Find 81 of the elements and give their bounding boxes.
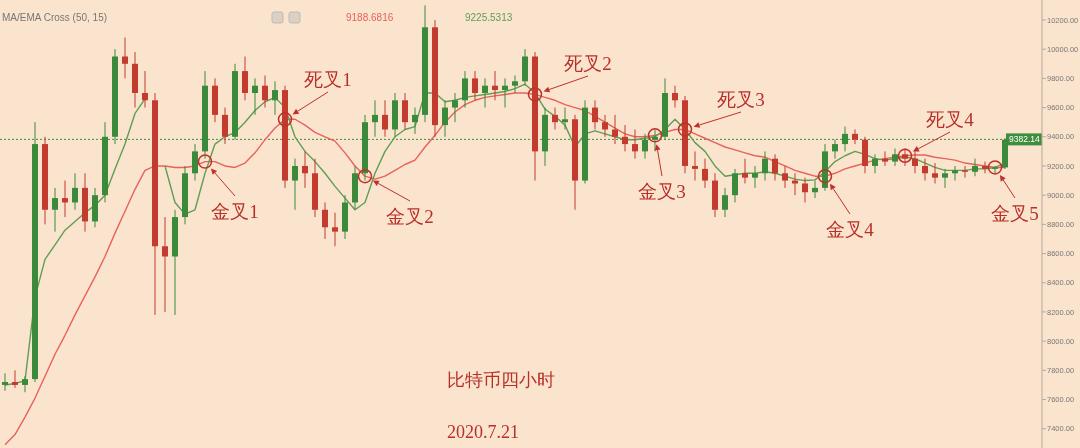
- candlestick: [612, 114, 618, 145]
- candlestick: [462, 70, 468, 109]
- candlestick: [2, 372, 8, 392]
- candlestick: [692, 150, 698, 182]
- candlestick: [222, 107, 228, 145]
- candlestick: [762, 150, 768, 182]
- candlestick: [642, 133, 648, 160]
- candlestick: [832, 139, 838, 160]
- annotation: 2020.7.21: [447, 422, 519, 442]
- candlestick: [892, 147, 898, 167]
- candlestick: [472, 70, 478, 101]
- annotation: 死叉3: [717, 89, 765, 110]
- candlestick: [942, 168, 948, 189]
- candlestick: [142, 70, 148, 109]
- candlestick: [802, 177, 808, 203]
- candlestick: [262, 74, 268, 109]
- candlestick: [882, 150, 888, 167]
- candlestick: [732, 168, 738, 203]
- candlestick: [72, 172, 78, 211]
- candlestick: [872, 153, 878, 174]
- candlestick: [952, 165, 958, 182]
- candlestick: [322, 201, 328, 240]
- candlestick: [772, 153, 778, 182]
- candlestick: [252, 77, 258, 116]
- text: MA/EMA Cross (50, 15): [2, 12, 108, 23]
- candlestick: [482, 77, 488, 109]
- candlestick: [592, 99, 598, 130]
- candlestick: [922, 158, 928, 182]
- candlestick: [962, 165, 968, 179]
- candlestick: [62, 180, 68, 218]
- candlestick: [552, 107, 558, 130]
- candlestick: [372, 99, 378, 138]
- candlestick: [632, 128, 638, 160]
- candlestick: [852, 128, 858, 145]
- candlestick: [52, 187, 58, 233]
- candlestick: [492, 70, 498, 101]
- candlestick: [562, 107, 568, 130]
- candlestick: [192, 143, 198, 182]
- annotation: 金叉2: [386, 206, 434, 227]
- candlestick: [162, 216, 168, 313]
- candlestick: [402, 92, 408, 130]
- annotation: 比特币四小时: [447, 370, 555, 390]
- candlestick: [512, 74, 518, 94]
- candlestick: [602, 114, 608, 138]
- candlestick: [382, 99, 388, 138]
- candlestick: [982, 161, 988, 174]
- candlestick: [702, 158, 708, 189]
- annotation: 金叉3: [638, 181, 686, 202]
- candlestick: [652, 128, 658, 152]
- candlestick: [812, 180, 818, 199]
- candlestick: [742, 158, 748, 184]
- candlestick: [972, 158, 978, 177]
- candlestick: [672, 85, 678, 109]
- candlestick: [932, 162, 938, 184]
- candlestick: [902, 147, 908, 167]
- annotation: 9188.6816: [346, 12, 394, 23]
- annotation: 金叉1: [211, 201, 259, 222]
- annotation: 死叉1: [304, 69, 352, 90]
- candlestick: [412, 107, 418, 135]
- annotation: 死叉2: [564, 53, 612, 74]
- annotation: 金叉5: [991, 203, 1039, 224]
- candlestick: [242, 55, 248, 101]
- candlestick: [292, 158, 298, 211]
- candlestick: [22, 375, 28, 393]
- candlestick: [622, 124, 628, 152]
- candlestick: [502, 77, 508, 109]
- candlestick: [12, 369, 18, 389]
- candlestick: [122, 37, 128, 79]
- ref-line-label: 9382.14: [1009, 134, 1040, 145]
- candlestick: [992, 165, 998, 174]
- candlestick: [332, 212, 338, 247]
- annotation: 死叉4: [926, 109, 975, 130]
- candlestick: [782, 165, 788, 189]
- candlestick: [452, 92, 458, 123]
- candlestick: [272, 80, 278, 116]
- annotation: 9225.5313: [465, 12, 513, 23]
- candlestick: [302, 150, 308, 189]
- candlestick: [752, 165, 758, 189]
- candlestick: [722, 187, 728, 218]
- candlestick: [442, 99, 448, 138]
- annotation: 金叉4: [826, 219, 875, 240]
